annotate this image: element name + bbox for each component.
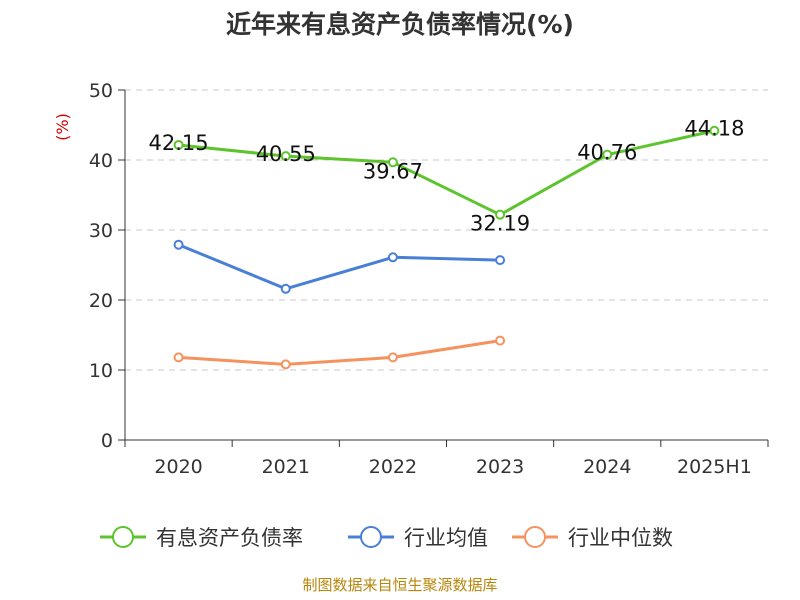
series-1 <box>173 239 506 294</box>
data-point-0-5 <box>709 125 720 136</box>
legend: 有息资产负债率 行业均值 行业中位数 <box>100 526 673 550</box>
data-point-0-4 <box>602 149 613 160</box>
legend-label-2: 行业中位数 <box>568 526 673 550</box>
legend-item-2: 行业中位数 <box>512 526 673 550</box>
data-label-0-2: 39.67 <box>363 159 423 183</box>
data-point-0-1 <box>280 151 291 162</box>
data-point-2-0 <box>173 352 184 363</box>
data-point-1-0 <box>173 239 184 250</box>
y-axis-unit-label: (%) <box>53 113 72 141</box>
y-tick-label-0: 0 <box>101 430 113 452</box>
legend-item-0: 有息资产负债率 <box>100 526 303 550</box>
data-point-2-3 <box>495 335 506 346</box>
data-point-1-3 <box>495 255 506 266</box>
data-label-0-0: 42.15 <box>149 131 209 155</box>
data-point-1-1 <box>280 283 291 294</box>
series-line-2 <box>178 339 501 366</box>
legend-marker-2 <box>524 526 546 548</box>
data-point-0-0 <box>173 139 184 150</box>
x-tick-label-2020: 2020 <box>154 456 202 478</box>
y-tick-label-50: 50 <box>89 80 113 102</box>
data-point-2-2 <box>387 352 398 363</box>
series-lines <box>173 125 720 370</box>
data-label-0-1: 40.55 <box>256 142 316 166</box>
chart-title: 近年来有息资产负债率情况(%) <box>226 10 574 39</box>
legend-item-1: 行业均值 <box>348 526 488 550</box>
y-tick-label-20: 20 <box>89 290 113 312</box>
x-tick-label-2022: 2022 <box>369 456 417 478</box>
y-tick-label-30: 30 <box>89 220 113 242</box>
series-line-0 <box>178 129 715 217</box>
data-labels: 42.15 40.55 39.67 32.19 40.76 44.18 <box>149 117 745 236</box>
legend-marker-1 <box>360 526 382 548</box>
x-tick-label-2021: 2021 <box>262 456 310 478</box>
data-label-0-4: 40.76 <box>577 141 637 165</box>
data-label-0-5: 44.18 <box>684 117 744 141</box>
y-tick-label-40: 40 <box>89 150 113 172</box>
series-0 <box>173 125 720 220</box>
x-tick-label-2024: 2024 <box>583 456 631 478</box>
data-point-1-2 <box>387 252 398 263</box>
series-2 <box>173 335 506 370</box>
data-point-2-1 <box>280 359 291 370</box>
axes: 0 10 20 30 40 50 2020 2021 2022 2023 2024 2025H1 <box>89 80 769 478</box>
legend-label-1: 行业均值 <box>404 526 488 550</box>
legend-marker-0 <box>112 526 134 548</box>
data-source-note: 制图数据来自恒生聚源数据库 <box>302 576 497 594</box>
data-label-0-3: 32.19 <box>470 212 530 236</box>
data-point-0-3 <box>495 209 506 220</box>
legend-label-0: 有息资产负债率 <box>156 526 303 550</box>
series-line-1 <box>178 243 501 291</box>
x-tick-label-2023: 2023 <box>476 456 524 478</box>
data-point-0-2 <box>387 157 398 168</box>
y-tick-label-10: 10 <box>89 360 113 382</box>
grid-lines <box>125 89 768 371</box>
x-tick-label-2025H1: 2025H1 <box>677 456 752 478</box>
